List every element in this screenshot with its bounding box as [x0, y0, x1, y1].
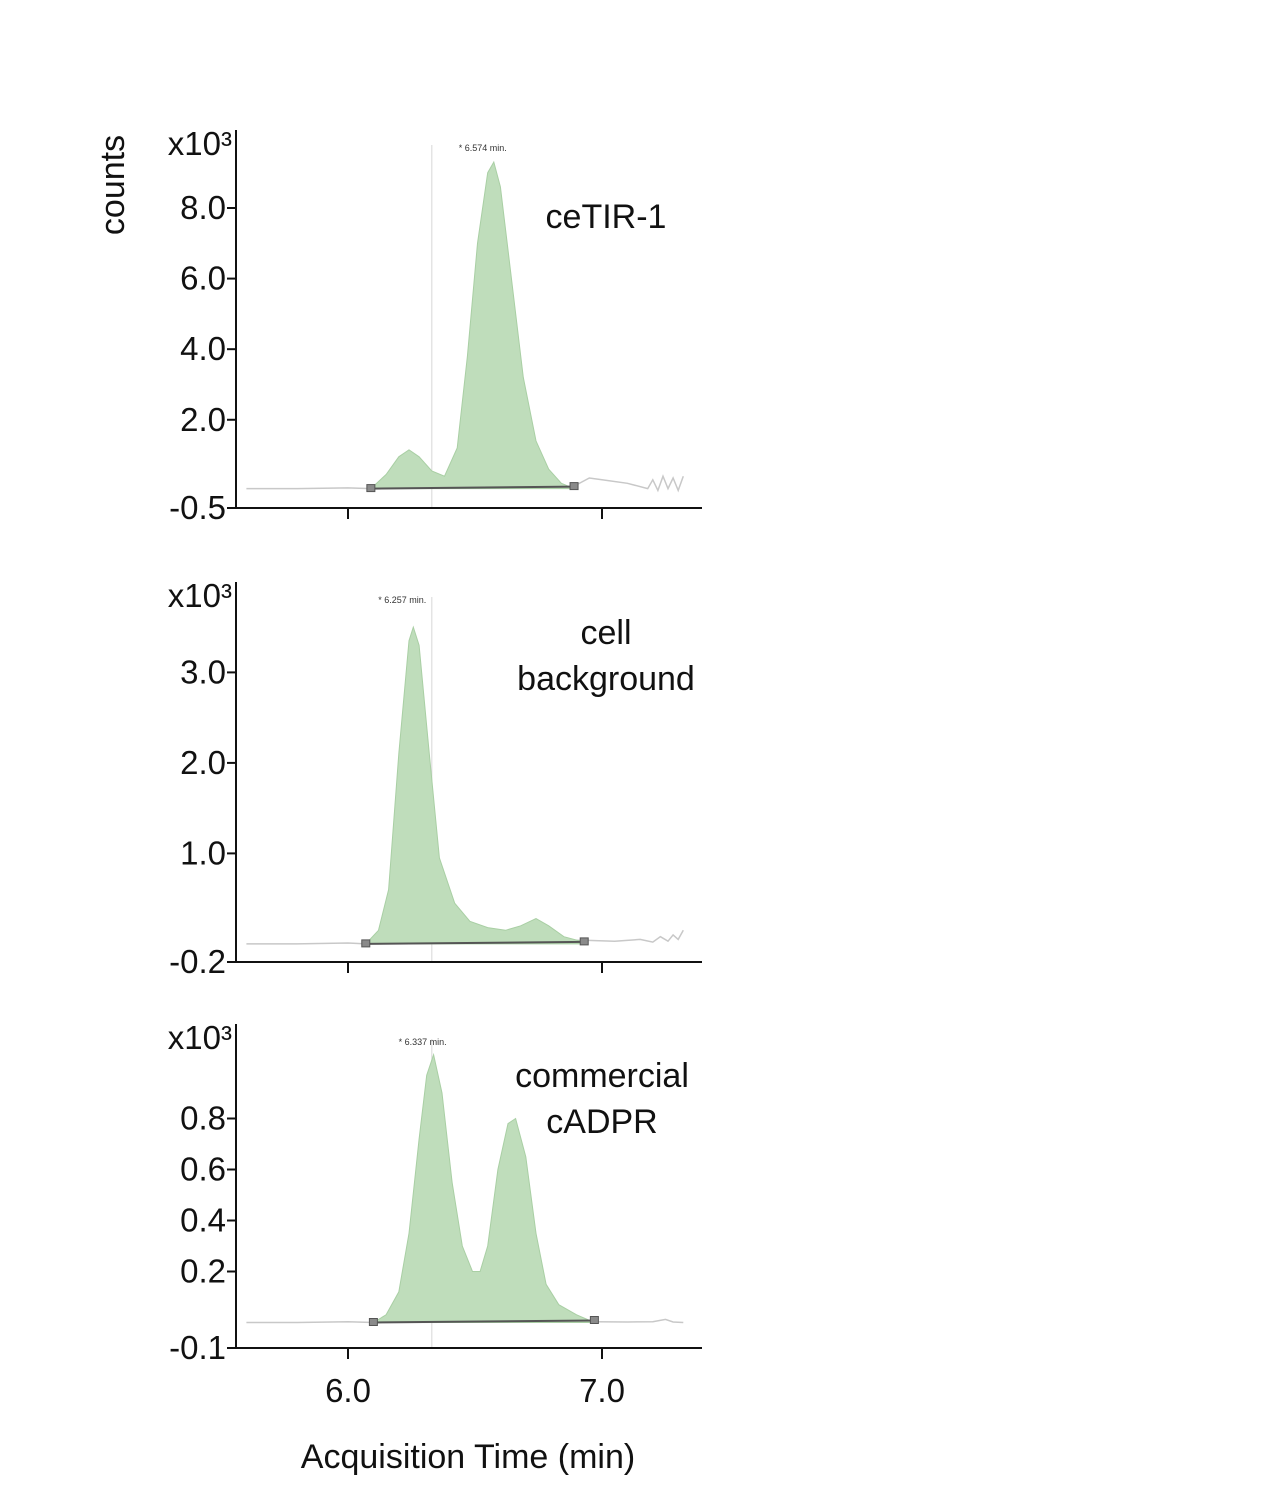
y-tick-label: 0.8 — [180, 1100, 226, 1137]
integration-marker — [361, 939, 371, 948]
panel-3: -0.1 0.2 0.4 0.6 0.8 x10³ * 6.337 min. commerci… — [168, 1019, 702, 1366]
peak-time-label: * 6.337 min. — [399, 1037, 447, 1047]
y-tick-label: 4.0 — [180, 330, 226, 367]
y-multiplier-label: x10³ — [168, 577, 232, 614]
sample-label: ceTIR-1 — [546, 198, 667, 236]
y-tick-label: -0.5 — [169, 489, 226, 526]
sample-label: background — [517, 660, 695, 698]
y-tick-label: 8.0 — [180, 189, 226, 226]
x-tick-label: 7.0 — [579, 1372, 625, 1409]
integration-baseline — [365, 940, 585, 945]
peak-time-label: * 6.574 min. — [459, 143, 507, 153]
sample-label: cADPR — [546, 1103, 657, 1141]
signal-trace — [246, 929, 684, 945]
x-axis-title: Acquisition Time (min) — [301, 1438, 635, 1476]
y-tick-label: 6.0 — [180, 260, 226, 297]
y-axis-title: counts — [94, 135, 132, 235]
peak-area — [369, 160, 575, 490]
peak-area — [371, 1052, 595, 1323]
integration-baseline — [373, 1319, 595, 1324]
peak-area — [364, 625, 585, 945]
integration-marker — [366, 484, 376, 493]
y-tick-label: -0.2 — [169, 943, 226, 980]
integration-marker — [368, 1318, 378, 1326]
y-tick-label: -0.1 — [169, 1329, 226, 1366]
y-multiplier-label: x10³ — [168, 1019, 232, 1056]
y-tick-label: 0.2 — [180, 1253, 226, 1290]
sample-label: cell — [580, 614, 631, 652]
y-tick-label: 2.0 — [180, 401, 226, 438]
sample-label: commercial — [515, 1057, 689, 1095]
signal-trace — [246, 1318, 684, 1324]
integration-marker — [569, 482, 579, 491]
x-tick-label: 6.0 — [325, 1372, 371, 1409]
panel-2: -0.2 1.0 2.0 3.0 x10³ * 6.257 min. cell backgro… — [168, 577, 702, 980]
y-tick-label: 1.0 — [180, 834, 226, 871]
integration-marker — [579, 937, 589, 946]
y-tick-label: 0.6 — [180, 1151, 226, 1188]
y-tick-label: 3.0 — [180, 653, 226, 690]
y-tick-label: 2.0 — [180, 744, 226, 781]
y-multiplier-label: x10³ — [168, 125, 232, 162]
panel-1: -0.5 2.0 4.0 6.0 8.0 x10³ * 6.574 min. ceTIR-1 — [168, 125, 702, 526]
integration-marker — [589, 1316, 599, 1324]
signal-trace — [246, 474, 685, 493]
peak-time-label: * 6.257 min. — [378, 595, 426, 605]
integration-baseline — [370, 485, 575, 490]
y-tick-label: 0.4 — [180, 1202, 226, 1239]
